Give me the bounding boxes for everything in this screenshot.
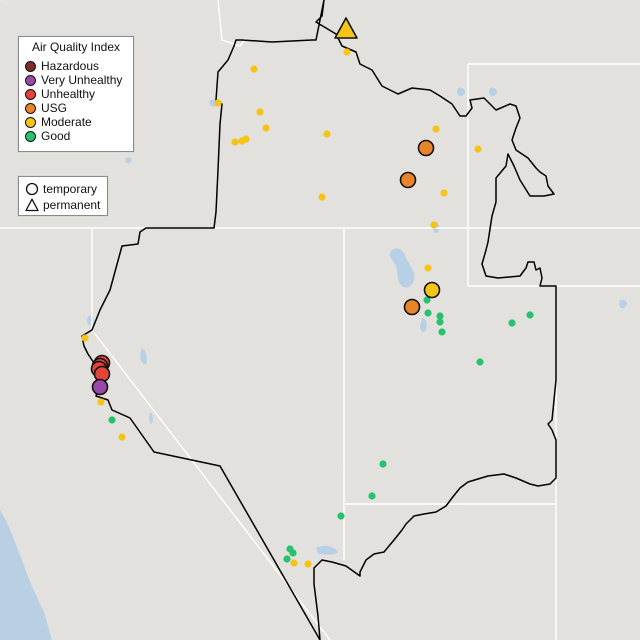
idaho-reservoir-3 (457, 87, 465, 97)
site-34-moderate-temporary-marker[interactable] (97, 398, 105, 406)
walker-lake (149, 412, 153, 424)
site-19-moderate-temporary-marker[interactable] (423, 281, 441, 299)
state-line-id-mt (217, 0, 247, 47)
site-type-legend: temporary permanent (18, 176, 108, 216)
site-3-moderate-temporary-marker[interactable] (250, 65, 258, 73)
site-7-moderate-temporary-marker[interactable] (323, 130, 331, 138)
region-border (81, 0, 557, 640)
site-42-good-temporary-marker[interactable] (283, 555, 291, 563)
legend-label-moderate: Moderate (41, 115, 92, 129)
usg-swatch (25, 102, 36, 114)
site-23-good-temporary-marker[interactable] (436, 312, 444, 320)
idaho-reservoir-2 (125, 157, 132, 164)
site-38-good-temporary-marker[interactable] (379, 460, 387, 468)
legend-row-usg: USG (25, 101, 67, 115)
triangle-icon (25, 198, 39, 212)
site-22-good-temporary-marker[interactable] (424, 309, 432, 317)
site-24-good-temporary-marker[interactable] (436, 318, 444, 326)
site-13-usg-temporary-marker[interactable] (417, 139, 435, 157)
lakes (87, 87, 627, 555)
pyramid-lake (140, 348, 147, 365)
site-1-moderate-permanent-marker[interactable] (334, 17, 358, 39)
site-20-usg-temporary-marker[interactable] (403, 298, 421, 316)
site-39-good-temporary-marker[interactable] (368, 492, 376, 500)
moderate-swatch (25, 116, 36, 128)
site-9-moderate-temporary-marker[interactable] (238, 137, 246, 145)
state-line-ut-wy (467, 228, 640, 287)
legend-label-very-unhealthy: Very Unhealthy (41, 73, 123, 87)
site-21-good-temporary-marker[interactable] (423, 296, 431, 304)
site-44-good-temporary-marker[interactable] (289, 549, 297, 557)
utah-lake (420, 318, 427, 333)
lake-mead (316, 545, 338, 555)
site-27-good-temporary-marker[interactable] (526, 311, 534, 319)
circle-icon (25, 182, 39, 196)
site-28-moderate-temporary-marker[interactable] (81, 334, 89, 342)
idaho-reservoir-4 (489, 87, 497, 97)
site-16-moderate-temporary-marker[interactable] (318, 193, 326, 201)
site-5-moderate-temporary-marker[interactable] (256, 108, 264, 116)
site-10-moderate-temporary-marker[interactable] (231, 138, 239, 146)
legend-row-temporary: temporary (25, 182, 97, 196)
legend-label-unhealthy: Unhealthy (41, 87, 96, 101)
site-6-moderate-temporary-marker[interactable] (262, 124, 270, 132)
site-35-good-temporary-marker[interactable] (108, 416, 116, 424)
site-43-moderate-temporary-marker[interactable] (290, 559, 298, 567)
legend-label-hazardous: Hazardous (41, 59, 100, 73)
legend-label-usg: USG (41, 101, 68, 115)
legend-label-good: Good (41, 129, 71, 143)
site-36-moderate-temporary-marker[interactable] (118, 433, 126, 441)
site-14-usg-temporary-marker[interactable] (399, 171, 417, 189)
legend-title: Air Quality Index (31, 40, 121, 54)
legend-row-unhealthy: Unhealthy (25, 87, 95, 101)
site-25-good-temporary-marker[interactable] (438, 328, 446, 336)
legend-label-permanent: permanent (43, 198, 101, 212)
great-salt-lake (389, 248, 415, 288)
site-45-moderate-temporary-marker[interactable] (304, 560, 312, 568)
site-15-moderate-temporary-marker[interactable] (440, 189, 448, 197)
legend-row-moderate: Moderate (25, 115, 92, 129)
monitoring-sites (81, 17, 534, 568)
legend-row-hazardous: Hazardous (25, 59, 99, 73)
site-37-good-temporary-marker[interactable] (476, 358, 484, 366)
legend-label-temporary: temporary (43, 182, 98, 196)
site-4-moderate-temporary-marker[interactable] (214, 99, 222, 107)
site-11-moderate-temporary-marker[interactable] (432, 125, 440, 133)
idaho-reservoir-5 (619, 299, 627, 309)
hazardous-swatch (25, 60, 36, 72)
aqi-legend: Air Quality Index Hazardous Very Unhealt… (18, 36, 134, 152)
legend-row-good: Good (25, 129, 70, 143)
unhealthy-swatch (25, 88, 36, 100)
good-swatch (25, 130, 36, 142)
site-18-moderate-temporary-marker[interactable] (424, 264, 432, 272)
legend-row-very-unhealthy: Very Unhealthy (25, 73, 122, 87)
very-unhealthy-swatch (25, 74, 36, 86)
site-33-very-unhealthy-temporary-marker[interactable] (91, 378, 109, 396)
pacific-ocean (0, 510, 52, 640)
site-17-moderate-temporary-marker[interactable] (430, 221, 438, 229)
site-26-good-temporary-marker[interactable] (508, 319, 516, 327)
site-40-good-temporary-marker[interactable] (337, 512, 345, 520)
site-2-moderate-temporary-marker[interactable] (343, 48, 351, 56)
site-12-moderate-temporary-marker[interactable] (474, 145, 482, 153)
legend-row-permanent: permanent (25, 198, 100, 212)
